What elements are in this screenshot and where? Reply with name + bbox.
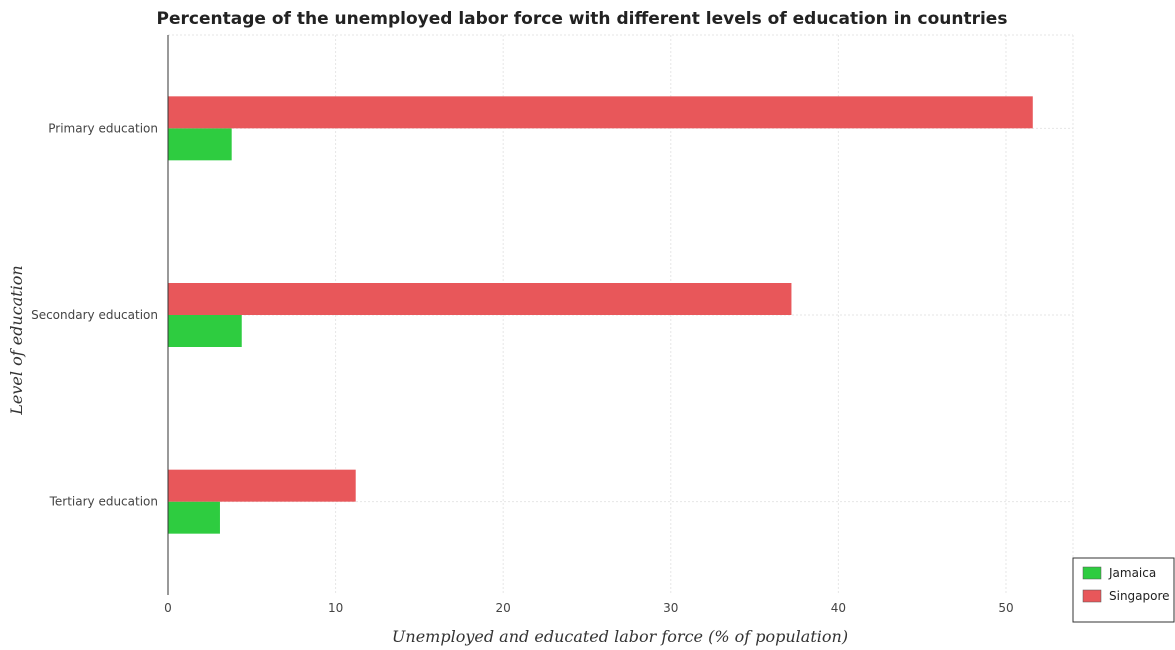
y-axis-ticks: Primary education Secondary education Tert…: [31, 35, 169, 595]
x-tick-label: 10: [328, 601, 343, 615]
bar-singapore-2: [168, 283, 792, 315]
bar-jamaica-1: [168, 128, 232, 161]
y-tick-label: Primary education: [48, 121, 158, 135]
x-axis-ticks: 0 10 20 30 40 50: [164, 601, 1013, 615]
x-tick-label: 50: [998, 601, 1013, 615]
x-axis-label: Unemployed and educated labor force (% o…: [392, 627, 848, 646]
bar-singapore-3: [168, 469, 356, 502]
x-tick-label: 30: [663, 601, 678, 615]
bars: [168, 96, 1033, 534]
legend-label-jamaica: Jamaica: [1108, 566, 1156, 580]
bar-jamaica-3: [168, 501, 220, 534]
legend-label-singapore: Singapore: [1109, 589, 1170, 603]
x-tick-label: 20: [496, 601, 511, 615]
bar-singapore-1: [168, 96, 1033, 129]
legend-box: [1072, 557, 1175, 623]
chart-title: Percentage of the unemployed labor force…: [157, 9, 1008, 29]
x-tick-label: 0: [164, 601, 172, 615]
x-tick-label: 40: [831, 601, 846, 615]
legend-swatch-singapore: [1082, 589, 1102, 603]
y-axis-label: Level of education: [7, 265, 26, 415]
legend-swatch-jamaica: [1082, 566, 1102, 580]
y-tick-label: Tertiary education: [49, 495, 158, 509]
legend: Jamaica Singapore: [1072, 557, 1175, 623]
bar-jamaica-2: [168, 315, 242, 347]
y-tick-label: Secondary education: [31, 308, 158, 322]
